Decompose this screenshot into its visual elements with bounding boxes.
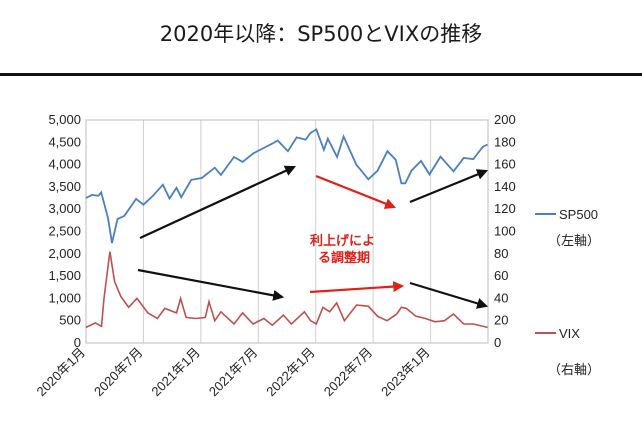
sp500-series-line [85, 128, 488, 244]
right-tick-label: 20 [494, 313, 508, 328]
left-tick-label: 0 [74, 335, 81, 350]
left-tick-label: 500 [59, 313, 81, 328]
legend-sp500-axis-note: （左軸） [548, 233, 600, 248]
x-tick-label: 2021年1月 [148, 345, 203, 400]
right-tick-label: 120 [494, 201, 516, 216]
sp500-adjust-arrow [315, 174, 397, 209]
left-tick-label: 1,500 [48, 268, 81, 283]
legend-sp500-label: SP500 [559, 207, 598, 222]
left-axis-ticks: 0 500 1,000 1,500 2,000 2,500 3,000 3,500 4,000 4… [48, 112, 81, 350]
right-axis-ticks: 0 20 40 60 80 100 120 140 160 180 200 [494, 112, 516, 350]
right-tick-label: 160 [494, 157, 516, 172]
left-tick-label: 5,000 [48, 112, 81, 127]
right-tick-label: 80 [494, 246, 508, 261]
x-axis-ticks: 2020年1月 2020年7月 2021年1月 2021年7月 2022年1月 2022年… [34, 345, 433, 400]
uptrend-arrow-2 [409, 169, 489, 204]
left-tick-label: 2,500 [48, 224, 81, 239]
left-tick-label: 3,500 [48, 179, 81, 194]
right-tick-label: 0 [494, 335, 501, 350]
right-tick-label: 60 [494, 268, 508, 283]
left-tick-label: 4,000 [48, 157, 81, 172]
right-tick-label: 140 [494, 179, 516, 194]
left-tick-label: 2,000 [48, 246, 81, 261]
x-tick-label: 2020年7月 [91, 345, 146, 400]
x-tick-label: 2021年7月 [206, 345, 261, 400]
right-tick-label: 200 [494, 112, 516, 127]
left-tick-label: 1,000 [48, 290, 81, 305]
annotation-rate-hike-line1: 利上げによ [310, 233, 375, 249]
x-tick-label: 2023年1月 [378, 345, 433, 400]
vix-adjust-arrow [309, 281, 405, 294]
left-tick-label: 4,500 [48, 134, 81, 149]
annotation-rate-hike-line2: る調整期 [318, 250, 370, 266]
uptrend-arrow-1 [139, 165, 296, 239]
grid-lines [85, 120, 432, 343]
x-tick-label: 2022年1月 [263, 345, 318, 400]
legend-vix-axis-note: （右軸） [548, 362, 600, 377]
vix-down-arrow-1 [137, 268, 285, 301]
x-tick-label: 2022年7月 [321, 345, 376, 400]
right-tick-label: 180 [494, 134, 516, 149]
vix-down-arrow-2 [409, 281, 489, 309]
x-tick-label: 2020年1月 [34, 345, 89, 400]
left-tick-label: 3,000 [48, 201, 81, 216]
plot-area [85, 119, 489, 344]
title-divider [0, 73, 642, 76]
legend-vix-label: VIX [559, 326, 580, 341]
right-tick-label: 100 [494, 224, 516, 239]
page-title: 2020年以降：SP500とVIXの推移 [159, 22, 483, 46]
right-tick-label: 40 [494, 290, 508, 305]
vix-series-line [85, 251, 488, 329]
